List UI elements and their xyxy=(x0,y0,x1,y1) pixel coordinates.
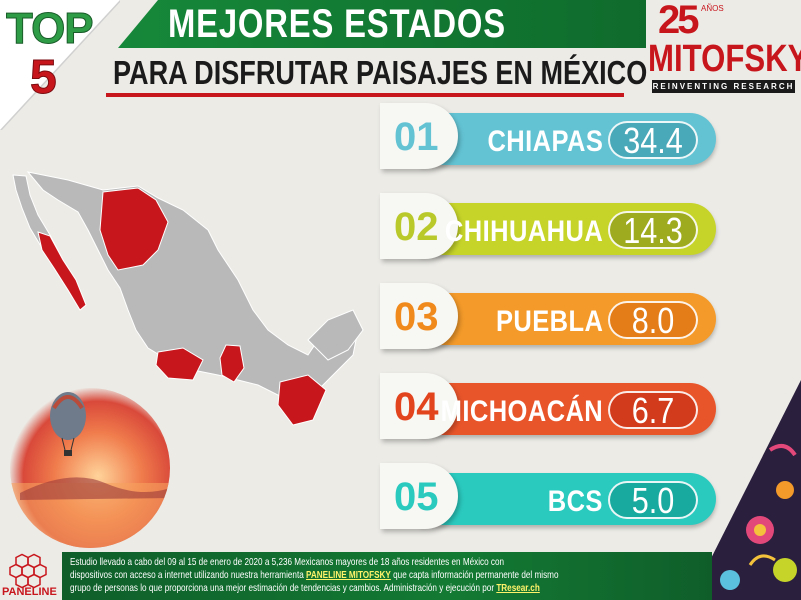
state-name: BCS xyxy=(547,485,603,518)
map-state-puebla xyxy=(219,344,245,383)
footer-note: Estudio llevado a cabo del 09 al 15 de e… xyxy=(62,552,712,600)
ranking-row: 01 CHIAPAS 34.4 xyxy=(380,101,718,175)
footer-line-2: dispositivos con acceso a internet utili… xyxy=(70,570,559,581)
top-label: TOP xyxy=(6,4,95,54)
tresearch-link[interactable]: TResear.ch xyxy=(496,583,540,594)
footer-line-3: grupo de personas lo que proporciona una… xyxy=(70,583,540,594)
value-pill: 6.7 xyxy=(608,391,698,429)
rank-number: 02 xyxy=(394,205,439,249)
title-underline xyxy=(106,93,624,97)
map-state-michoacan xyxy=(155,347,204,381)
brand-tagline: REINVENTING RESEARCH xyxy=(652,80,795,93)
top5-badge: TOP 5 xyxy=(0,0,120,130)
value-pill: 34.4 xyxy=(608,121,698,159)
rank-badge: 02 xyxy=(380,193,458,259)
rank-number: 01 xyxy=(394,115,439,159)
state-name: PUEBLA xyxy=(495,305,603,338)
state-name: MICHOACÁN xyxy=(440,395,603,428)
page-title: MEJORES ESTADOS xyxy=(168,2,506,46)
ranking-row: 04 MICHOACÁN 6.7 xyxy=(380,371,718,445)
flower-icon xyxy=(773,558,797,582)
badge-background xyxy=(0,0,120,130)
value-label: 34.4 xyxy=(623,120,683,161)
rank-badge: 05 xyxy=(380,463,458,529)
decorative-pattern xyxy=(690,380,801,600)
top-number: 5 xyxy=(30,51,58,105)
anniversary-number: 25 xyxy=(658,0,699,42)
value-label: 14.3 xyxy=(623,210,683,251)
map-state-chihuahua xyxy=(99,187,169,271)
map-state-chiapas xyxy=(277,374,327,426)
flower-icon xyxy=(720,570,740,590)
paneline-logo-icon xyxy=(9,553,47,589)
value-label: 6.7 xyxy=(631,390,675,431)
brand-name: MITOFSKY xyxy=(648,38,801,80)
footer-line-1: Estudio llevado a cabo del 09 al 15 de e… xyxy=(70,557,505,568)
value-pill: 14.3 xyxy=(608,211,698,249)
paneline-link[interactable]: PANELINE MITOFSKY xyxy=(306,570,391,581)
value-label: 5.0 xyxy=(631,480,675,521)
state-name: CHIAPAS xyxy=(487,125,603,158)
rank-badge: 03 xyxy=(380,283,458,349)
map-state-bcs xyxy=(37,231,87,311)
value-label: 8.0 xyxy=(631,300,675,341)
state-name: CHIHUAHUA xyxy=(444,215,603,248)
mitofsky-logo: 25 AÑOS MITOFSKY REINVENTING RESEARCH xyxy=(646,0,801,95)
rank-badge: 04 xyxy=(380,373,458,439)
rank-number: 05 xyxy=(394,475,439,519)
rank-number: 04 xyxy=(394,385,439,429)
value-pill: 8.0 xyxy=(608,301,698,339)
map-yucatan xyxy=(307,309,364,361)
ranking-row: 03 PUEBLA 8.0 xyxy=(380,281,718,355)
rank-number: 03 xyxy=(394,295,439,339)
paneline-label: PANELINE xyxy=(2,586,57,598)
rank-badge: 01 xyxy=(380,103,458,169)
balloon-icon xyxy=(10,392,170,548)
title-banner xyxy=(118,0,646,48)
flower-icon xyxy=(776,481,794,499)
ranking-row: 02 CHIHUAHUA 14.3 xyxy=(380,191,718,265)
balloon-photo xyxy=(10,388,170,548)
mexico-map xyxy=(12,171,364,426)
anniversary-small: AÑOS xyxy=(701,4,724,13)
page-subtitle: PARA DISFRUTAR PAISAJES EN MÉXICO xyxy=(113,54,648,91)
ranking-row: 05 BCS 5.0 xyxy=(380,461,718,535)
value-pill: 5.0 xyxy=(608,481,698,519)
